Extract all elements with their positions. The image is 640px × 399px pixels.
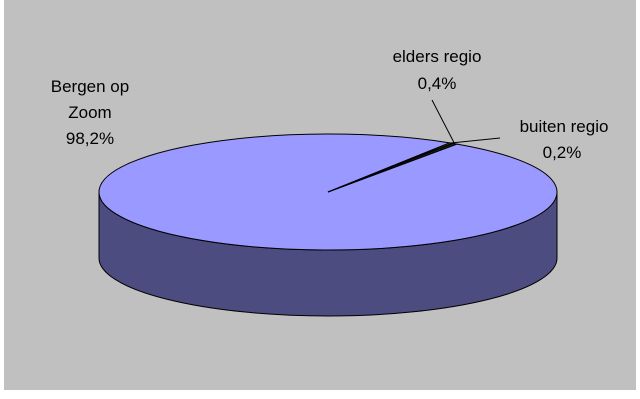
leader-line-elders-regio (431, 99, 455, 144)
label-bergen-line1: Bergen op (51, 77, 129, 96)
label-buiten-percent: 0,2% (543, 143, 582, 162)
label-buiten-line1: buiten regio (520, 117, 609, 136)
pie-top-group (98, 133, 558, 251)
leader-lines-group (431, 99, 501, 144)
label-elders-percent: 0,4% (418, 74, 457, 93)
label-bergen-line2: Zoom (68, 103, 111, 122)
leader-line-buiten-regio (450, 137, 501, 144)
label-bergen-percent: 98,2% (66, 129, 114, 148)
label-elders-line1: elders regio (393, 47, 482, 66)
